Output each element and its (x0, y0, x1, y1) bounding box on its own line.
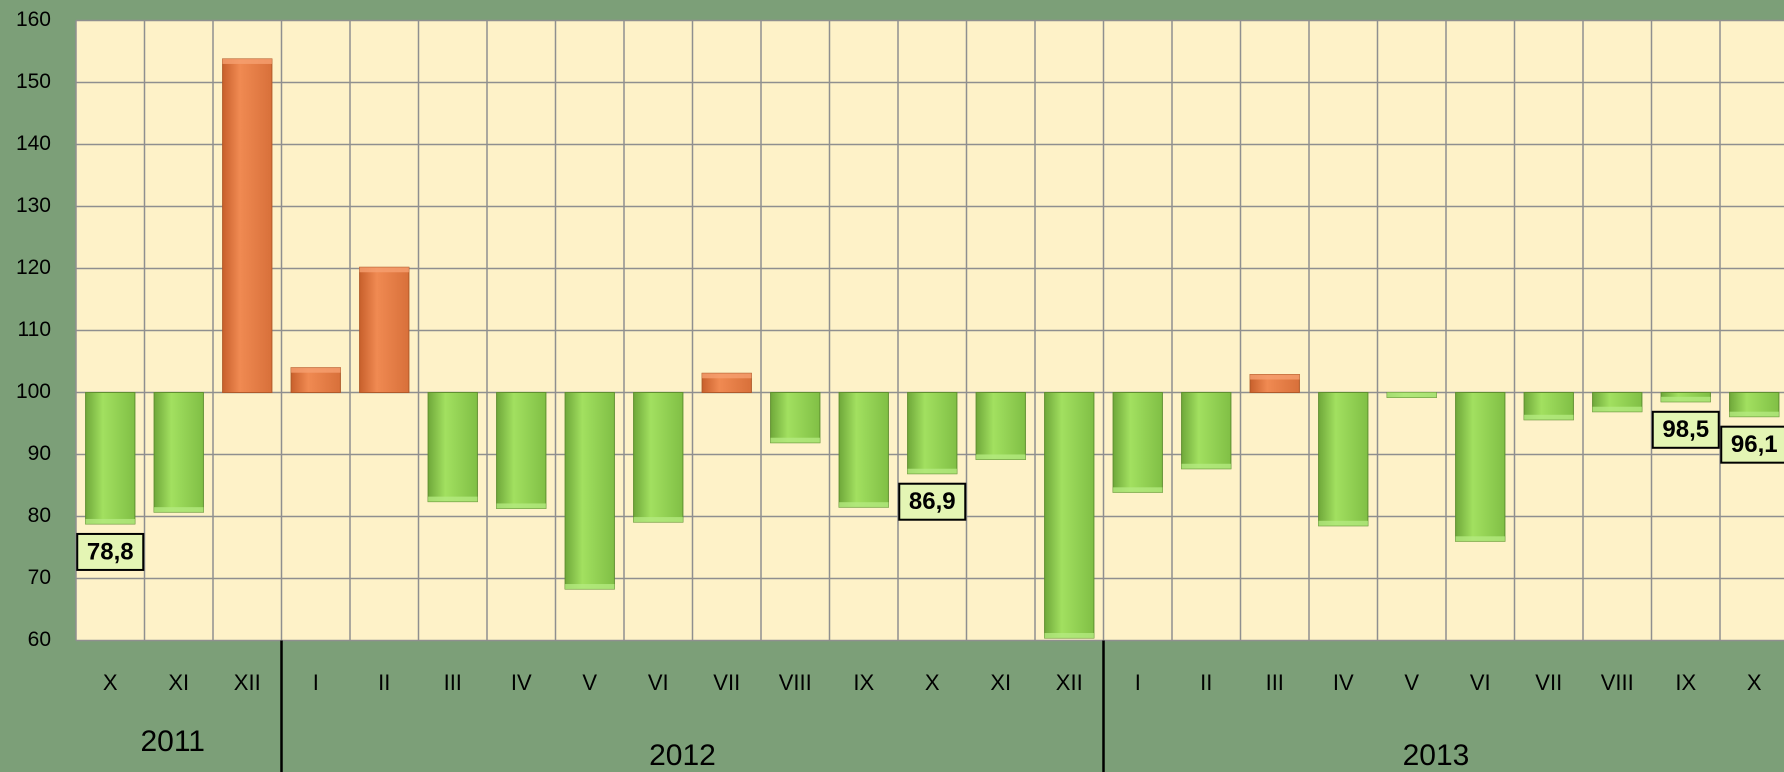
bar (633, 392, 684, 523)
bar (359, 266, 410, 394)
bar-cap (291, 367, 341, 373)
bar (975, 392, 1026, 460)
bar-cap (1455, 536, 1505, 542)
bar (907, 392, 958, 475)
x-tick-label: XI (168, 670, 189, 695)
bar-cap (496, 503, 546, 509)
x-tick-label: VII (1535, 670, 1562, 695)
bar-cap (633, 517, 683, 523)
bar-cap (154, 507, 204, 513)
year-label: 2011 (140, 725, 205, 758)
y-tick-label: 60 (28, 628, 51, 651)
x-tick-label: XI (990, 670, 1011, 695)
x-tick-label: V (582, 670, 597, 695)
bar-cap (702, 373, 752, 379)
bar (1455, 392, 1506, 542)
bar-cap (1387, 392, 1437, 398)
year-label: 2012 (649, 739, 716, 772)
y-tick-label: 150 (16, 70, 51, 93)
y-tick-label: 110 (18, 318, 51, 341)
y-tick-label: 120 (16, 256, 51, 279)
bar-cap (1181, 463, 1231, 469)
x-tick-label: X (103, 670, 118, 695)
value-label: 78,8 (87, 538, 134, 565)
bar-cap (839, 502, 889, 508)
bar (496, 392, 547, 509)
y-tick-label: 130 (16, 194, 51, 217)
value-label: 98,5 (1662, 416, 1709, 443)
value-label-box (1651, 410, 1720, 449)
bar (1318, 392, 1369, 527)
x-tick-label: IX (853, 670, 874, 695)
x-tick-label: III (444, 670, 462, 695)
bar-cap (565, 584, 615, 590)
value-label: 86,9 (909, 488, 956, 515)
bar-cap (1250, 374, 1300, 380)
bar (1181, 392, 1232, 470)
bar-cap (428, 496, 478, 502)
bar-cap (85, 518, 135, 524)
x-tick-label: V (1404, 670, 1419, 695)
bar (153, 392, 204, 513)
value-label-box (76, 532, 145, 571)
bar-cap (1113, 487, 1163, 493)
year-label: 2013 (1403, 739, 1470, 772)
bar (1044, 392, 1095, 639)
x-tick-label: XII (234, 670, 261, 695)
bar-cap (976, 454, 1026, 460)
bar (564, 392, 615, 590)
x-tick-label: VIII (779, 670, 812, 695)
x-tick-label: IV (511, 670, 532, 695)
x-tick-label: VII (713, 670, 740, 695)
x-tick-label: III (1266, 670, 1284, 695)
bar-cap (359, 267, 409, 273)
y-tick-label: 160 (16, 8, 51, 31)
bar (222, 58, 273, 393)
bar-cap (1044, 633, 1094, 639)
bar-cap (1729, 411, 1779, 417)
bar (838, 392, 889, 508)
bar (427, 392, 478, 503)
bar-cap (222, 58, 272, 64)
value-label: 96,1 (1731, 431, 1778, 458)
x-tick-label: VI (1470, 670, 1491, 695)
bar (85, 392, 136, 525)
x-tick-label: VIII (1601, 670, 1634, 695)
bar-cap (907, 468, 957, 474)
x-tick-label: I (313, 670, 319, 695)
bar (770, 392, 821, 444)
x-tick-label: X (925, 670, 940, 695)
y-tick-label: 80 (28, 504, 51, 527)
x-tick-label: VI (648, 670, 669, 695)
bar-cap (770, 437, 820, 443)
y-tick-label: 90 (28, 442, 51, 465)
bar-cap (1661, 396, 1711, 402)
bar-cap (1524, 414, 1574, 420)
bar (1112, 392, 1163, 493)
bar-cap (1592, 406, 1642, 412)
y-tick-label: 100 (16, 380, 51, 403)
value-label-box (1720, 425, 1784, 464)
x-tick-label: II (378, 670, 390, 695)
y-tick-label: 70 (28, 566, 51, 589)
x-tick-label: I (1135, 670, 1141, 695)
x-tick-label: X (1747, 670, 1762, 695)
y-tick-label: 140 (16, 132, 51, 155)
x-tick-label: IX (1675, 670, 1696, 695)
value-label-box (898, 482, 967, 521)
bar-cap (1318, 520, 1368, 526)
x-tick-label: IV (1333, 670, 1354, 695)
x-tick-label: XII (1056, 670, 1083, 695)
x-tick-label: II (1200, 670, 1212, 695)
